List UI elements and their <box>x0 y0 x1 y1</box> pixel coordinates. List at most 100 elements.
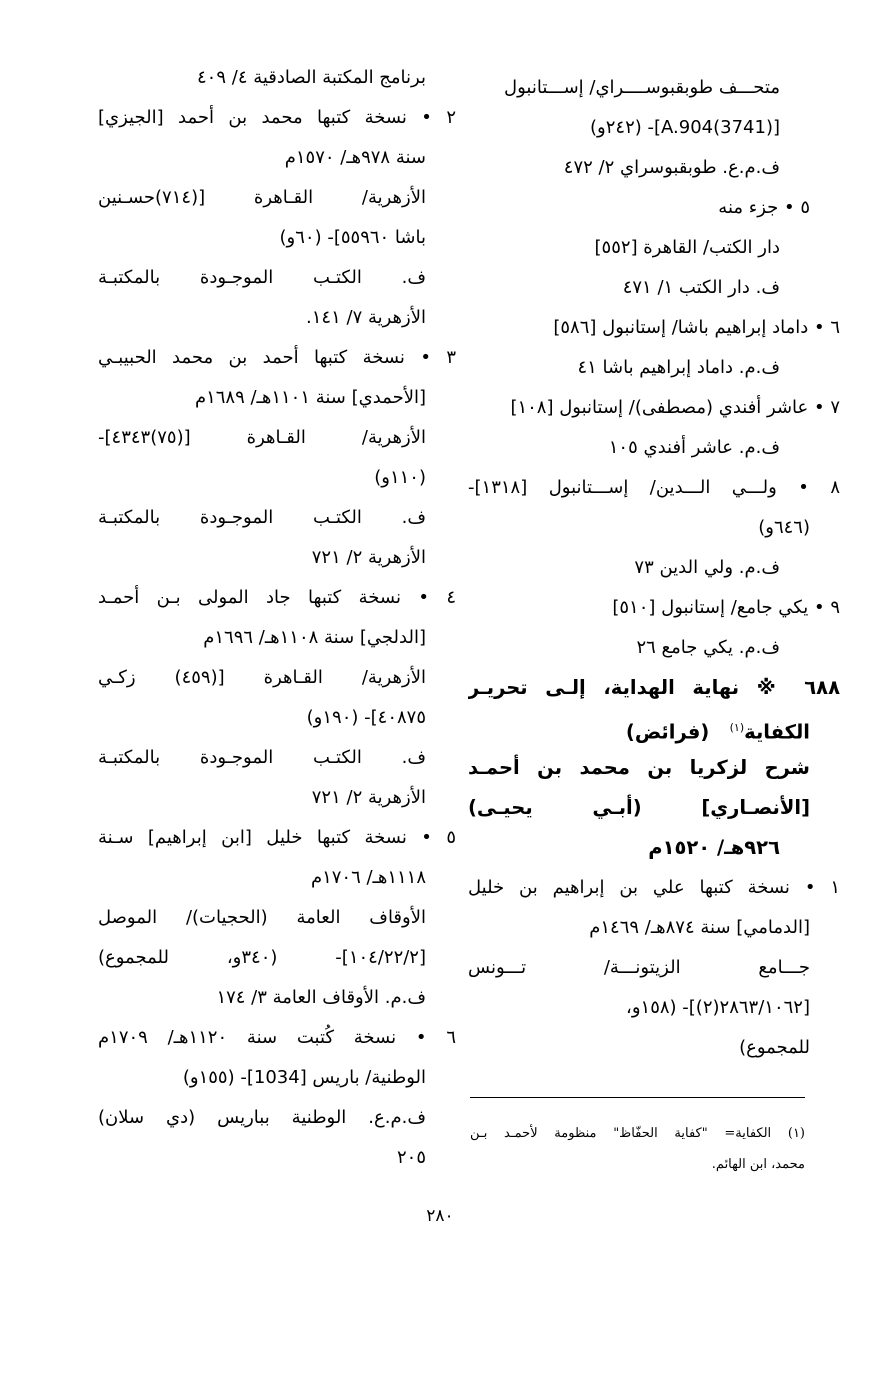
manuscript-item-line: ٩ • يكي جامع/ إستانبول [٥١٠] <box>468 588 840 628</box>
footnote-marker[interactable]: (١) <box>729 721 745 734</box>
entry-heading-line: شرح لزكريا بن محمد بن أحمـد <box>468 748 840 788</box>
text-line: ف.م. الأوقاف العامة ٣/ ١٧٤ <box>98 978 456 1018</box>
line-text: ٦٨٨ ※ نهاية الهداية، إلـى تحريـر <box>468 676 840 699</box>
line-text: ف.م.ع. طوبقبوسراي ٢/ ٤٧٢ <box>563 157 780 178</box>
text-line: ف. دار الكتب ١/ ٤٧١ <box>468 268 840 308</box>
footnote-separator <box>470 1097 805 1098</box>
entry-heading-line: ٩٢٦هـ/ ١٥٢٠م <box>468 828 840 868</box>
left-column: برنامج المكتبة الصادقية ٤/ ٤٠٩ ٢ • نسخة ك… <box>98 58 456 1178</box>
text-line: ف.م. داماد إبراهيم باشا ٤١ <box>468 348 840 388</box>
text-line: ١١١٨هـ/ ١٧٠٦م <box>98 858 456 898</box>
text-line: برنامج المكتبة الصادقية ٤/ ٤٠٩ <box>98 58 456 98</box>
page-number: ٢٨٠ <box>426 1206 454 1226</box>
manuscript-item-line: ١ • نسخة كتبها علي بن إبراهيم بن خليل <box>468 868 840 908</box>
line-text: ٢٠٥ <box>396 1147 426 1168</box>
text-line: ٢٠٥ <box>98 1138 456 1178</box>
footnote-line: محمد، ابن الهائم. <box>711 1157 805 1172</box>
line-text: الأزهرية ٧/ ١٤١. <box>306 307 426 328</box>
footnote: (١) الكفاية= "كفاية الحفّاظ" منظومة لأحم… <box>470 1118 805 1180</box>
text-line: جـــامع الزيتونـــة/ تـــونس <box>468 948 840 988</box>
text-line: دار الكتب/ القاهرة [٥٥٢] <box>468 228 840 268</box>
text-line: (٦٤٦و) <box>468 508 840 548</box>
text-line: للمجموع) <box>468 1028 840 1068</box>
text-line: الأزهرية/ القـاهرة [(٧٥)٤٣٤٣]- <box>98 418 456 458</box>
text-line: [الأحمدي] سنة ١١٠١هـ/ ١٦٨٩م <box>98 378 456 418</box>
footnote-line: (١) الكفاية= "كفاية الحفّاظ" منظومة لأحم… <box>470 1126 805 1141</box>
right-column: متحـــف طوبقبوســــراي/ إســـتانبول [A.90… <box>468 68 840 1068</box>
line-text: الأوقاف العامة (الحجيات)/ الموصل <box>98 907 426 928</box>
line-text: ٨ • ولـــي الـــدين/ إســـتانبول [١٣١٨]- <box>468 477 840 498</box>
text-line: الأزهرية ٧/ ١٤١. <box>98 298 456 338</box>
text-line: ٥ • جزء منه <box>468 188 840 228</box>
line-text: دار الكتب/ القاهرة [٥٥٢] <box>594 237 780 258</box>
text-line: متحـــف طوبقبوســــراي/ إســـتانبول <box>468 68 840 108</box>
text-line: الأزهرية/ القـاهرة [(٧١٤)حسـنين <box>98 178 456 218</box>
line-text: (٦٤٦و) <box>758 517 810 538</box>
line-text: الأزهرية ٢/ ٧٢١ <box>311 787 426 808</box>
line-text: ٥ • نسخة كتبها خليل [ابن إبراهيم] سـنة <box>98 827 456 848</box>
text-line: الوطنية/ باريس [1034]- (١٥٥و) <box>98 1058 456 1098</box>
line-text: ١١١٨هـ/ ١٧٠٦م <box>310 867 426 888</box>
line-text: الوطنية/ باريس [1034]- (١٥٥و) <box>182 1067 426 1088</box>
line-text: ١ • نسخة كتبها علي بن إبراهيم بن خليل <box>468 877 840 898</box>
line-text: الكفاية <box>744 720 810 744</box>
manuscript-item-line: ٢ • نسخة كتبها محمد بن أحمد [الجيزي] <box>98 98 456 138</box>
line-text: ٧ • عاشر أفندي (مصطفى)/ إستانبول [١٠٨] <box>510 397 840 418</box>
line-text: ٣ • نسخة كتبها أحمد بن محمد الحبيبـي <box>98 347 456 368</box>
line-text: ف.م. يكي جامع ٢٦ <box>636 637 780 658</box>
line-text: [٢٨٦٣/١٠٦٢(٢)]- (١٥٨و، <box>626 997 810 1018</box>
text-line: ف. الكتـب الموجـودة بالمكتبـة <box>98 738 456 778</box>
text-line: ف.م. يكي جامع ٢٦ <box>468 628 840 668</box>
line-text: ف. دار الكتب ١/ ٤٧١ <box>622 277 780 298</box>
manuscript-item-line: ٦ • داماد إبراهيم باشا/ إستانبول [٥٨٦] <box>468 308 840 348</box>
line-text: الأزهرية/ القـاهرة [(٤٥٩) زكـي <box>98 667 426 688</box>
text-line: باشا ٥٥٩٦٠]- (٦٠و) <box>98 218 456 258</box>
line-text: ف.م. الأوقاف العامة ٣/ ١٧٤ <box>216 987 426 1008</box>
text-line: ف.م.ع. طوبقبوسراي ٢/ ٤٧٢ <box>468 148 840 188</box>
text-line: [١٠٤/٢٢/٢]- (٣٤٠و، للمجموع) <box>98 938 456 978</box>
line-text: ف.م. ولي الدين ٧٣ <box>634 557 780 578</box>
line-text: ٤٠٨٧٥]- (١٩٠و) <box>306 707 426 728</box>
entry-heading-line: ٦٨٨ ※ نهاية الهداية، إلـى تحريـر <box>468 668 840 708</box>
text-line: ف. الكتـب الموجـودة بالمكتبـة <box>98 498 456 538</box>
line-text: ف.م.ع. الوطنية بباريس (دي سلان) <box>98 1107 426 1128</box>
text-line: [A.904(3741)]- (٢٤٢و) <box>468 108 840 148</box>
line-text: ف. الكتـب الموجـودة بالمكتبـة <box>98 507 426 528</box>
text-line: الأزهرية ٢/ ٧٢١ <box>98 538 456 578</box>
manuscript-item-line: ٣ • نسخة كتبها أحمد بن محمد الحبيبـي <box>98 338 456 378</box>
manuscript-item-line: ٥ • نسخة كتبها خليل [ابن إبراهيم] سـنة <box>98 818 456 858</box>
line-text: [الأنصـاري] (أبـي يحيـى) <box>468 796 810 819</box>
text-line: [٢٨٦٣/١٠٦٢(٢)]- (١٥٨و، <box>468 988 840 1028</box>
text-line: الأزهرية/ القـاهرة [(٤٥٩) زكـي <box>98 658 456 698</box>
line-text: ف.م. عاشر أفندي ١٠٥ <box>608 437 780 458</box>
line-text-suffix: (فرائض) <box>625 720 730 744</box>
line-text: متحـــف طوبقبوســــراي/ إســـتانبول <box>504 77 780 98</box>
line-text: [١٠٤/٢٢/٢]- (٣٤٠و، للمجموع) <box>98 947 426 968</box>
line-text: الأزهرية ٢/ ٧٢١ <box>311 547 426 568</box>
entry-heading-line: [الأنصـاري] (أبـي يحيـى) <box>468 788 840 828</box>
text-line: [الدلجي] سنة ١١٠٨هـ/ ١٦٩٦م <box>98 618 456 658</box>
line-text: الأزهرية/ القـاهرة [(٧١٤)حسـنين <box>98 187 426 208</box>
text-line: ف.م. عاشر أفندي ١٠٥ <box>468 428 840 468</box>
line-text: ف. الكتـب الموجـودة بالمكتبـة <box>98 747 426 768</box>
line-text: الأزهرية/ القـاهرة [(٧٥)٤٣٤٣]- <box>98 427 426 448</box>
line-text: ٥ • جزء منه <box>718 197 810 218</box>
text-line: ف. الكتـب الموجـودة بالمكتبـة <box>98 258 456 298</box>
text-line: ٤٠٨٧٥]- (١٩٠و) <box>98 698 456 738</box>
line-text: باشا ٥٥٩٦٠]- (٦٠و) <box>279 227 426 248</box>
entry-heading-line: الكفاية(١) (فرائض) <box>468 708 840 748</box>
line-text: [A.904(3741)]- (٢٤٢و) <box>590 117 780 138</box>
line-text: ٩ • يكي جامع/ إستانبول [٥١٠] <box>612 597 840 618</box>
text-line: ف.م.ع. الوطنية بباريس (دي سلان) <box>98 1098 456 1138</box>
text-line: الأزهرية ٢/ ٧٢١ <box>98 778 456 818</box>
line-text: سنة ٩٧٨هـ/ ١٥٧٠م <box>284 147 426 168</box>
text-line: [الدمامي] سنة ٨٧٤هـ/ ١٤٦٩م <box>468 908 840 948</box>
manuscript-item-line: ٦ • نسخة كُتبت سنة ١١٢٠هـ/ ١٧٠٩م <box>98 1018 456 1058</box>
line-text: ٢ • نسخة كتبها محمد بن أحمد [الجيزي] <box>98 107 456 128</box>
line-text: [الدمامي] سنة ٨٧٤هـ/ ١٤٦٩م <box>589 917 810 938</box>
manuscript-item-line: ٤ • نسخة كتبها جاد المولى بـن أحمـد <box>98 578 456 618</box>
line-text: ٦ • نسخة كُتبت سنة ١١٢٠هـ/ ١٧٠٩م <box>98 1027 456 1048</box>
line-text: ف.م. داماد إبراهيم باشا ٤١ <box>577 357 780 378</box>
line-text: ٦ • داماد إبراهيم باشا/ إستانبول [٥٨٦] <box>553 317 840 338</box>
line-text: (١١٠و) <box>374 467 426 488</box>
